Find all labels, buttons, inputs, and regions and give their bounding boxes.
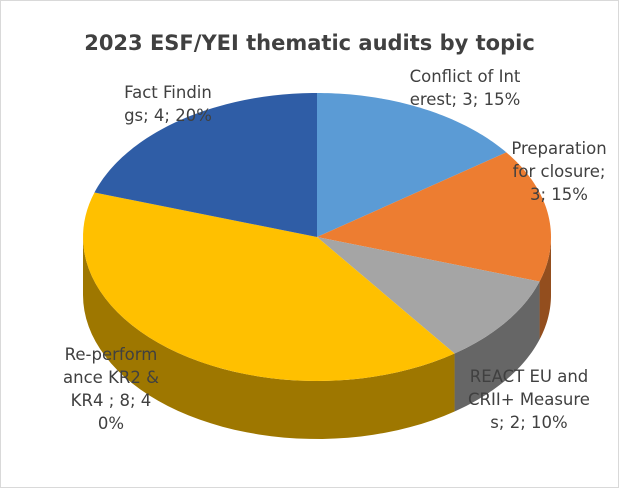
slice: [94, 93, 317, 237]
data-label: Preparation for closure; 3; 15%: [511, 139, 607, 204]
data-label: Re-performance KR2 & KR4 ; 8; 40%: [63, 345, 159, 433]
chart-title: 2023 ESF/YEI thematic audits by topic: [84, 31, 535, 55]
slice-side: [83, 237, 455, 439]
slice-side: [454, 281, 540, 412]
data-label: REACT EU and CRII+ Measures; 2; 10%: [468, 367, 590, 432]
slice: [317, 237, 540, 354]
slice: [83, 192, 455, 381]
data-label: Conflict of Interest; 3; 15%: [409, 67, 521, 109]
slice-side: [539, 237, 551, 340]
data-label: Fact Findings; 4; 20%: [124, 83, 212, 125]
slice: [317, 93, 507, 237]
slice: [317, 152, 551, 282]
